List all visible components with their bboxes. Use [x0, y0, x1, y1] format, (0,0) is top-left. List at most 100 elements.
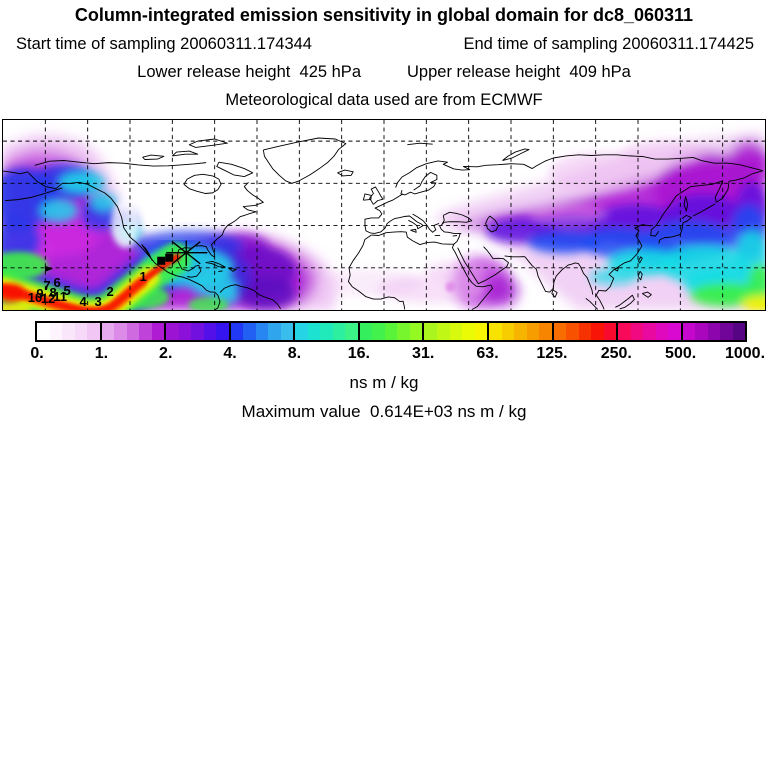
colorbar-cell	[74, 323, 88, 340]
track-time-label: 6	[53, 275, 60, 290]
colorbar-cell	[397, 323, 410, 340]
release-heights-row: Lower release height 425 hPa Upper relea…	[0, 63, 768, 82]
colorbar-cell	[695, 323, 708, 340]
colorbar-tick: 0.	[30, 345, 44, 362]
colorbar-cell	[320, 323, 333, 340]
colorbar-tick: 16.	[347, 345, 370, 362]
colorbar-cell	[99, 323, 115, 340]
colorbar-cell	[293, 323, 308, 340]
header: Column-integrated emission sensitivity i…	[0, 5, 768, 110]
colorbar-tick: 1000.	[724, 345, 766, 362]
colorbar-cell	[228, 323, 244, 340]
colorbar-cell	[720, 323, 733, 340]
colorbar-tick: 63.	[476, 345, 499, 362]
colorbar-cell	[307, 323, 321, 340]
colorbar-cell	[332, 323, 346, 340]
colorbar-cell	[409, 323, 423, 340]
colorbar-cell	[357, 323, 373, 340]
colorbar-cell	[551, 323, 567, 340]
colorbar-tick: 4.	[223, 345, 237, 362]
track-time-label: 7	[43, 278, 50, 293]
colorbar-cell	[501, 323, 515, 340]
colorbar-cell	[668, 323, 681, 340]
plot-title: Column-integrated emission sensitivity i…	[74, 5, 694, 25]
track-time-label: 1	[140, 269, 147, 284]
colorbar-cell	[603, 323, 617, 340]
colorbar-tick: 31.	[412, 345, 435, 362]
colorbar-cell	[578, 323, 592, 340]
colorbar-cell	[372, 323, 385, 340]
colorbar-unit-label: ns m / kg	[349, 373, 419, 392]
colorbar-cell	[655, 323, 669, 340]
map-panel: 1 2 3 4 5 6 7 8 9 10 11 12	[2, 119, 766, 311]
colorbar-tick: 8.	[287, 345, 302, 362]
colorbar-cell	[630, 323, 644, 340]
colorbar-cell	[436, 323, 450, 340]
track-time-label: 11	[53, 289, 67, 304]
coastlines	[3, 137, 764, 310]
colorbar-tick: 500.	[665, 345, 697, 362]
colorbar-cell	[191, 323, 204, 340]
graticule-gridlines	[3, 120, 765, 310]
release-star-icon	[171, 241, 201, 265]
colorbar-tick-labels: 0. 1. 2. 4. 8. 16. 31. 63. 125. 250. 500. 1000.	[0, 345, 768, 365]
colorbar-cell	[707, 323, 721, 340]
colorbar-tick: 125.	[536, 345, 568, 362]
track-time-label: 8	[49, 285, 56, 300]
colorbar-cell	[616, 323, 631, 340]
colorbar-cell	[87, 323, 100, 340]
colorbar-cell	[114, 323, 127, 340]
aircraft-position-square	[165, 253, 174, 262]
start-time-label: Start time of sampling 20060311.174344	[16, 35, 312, 53]
colorbar-tick: 1.	[94, 345, 109, 362]
track-time-label: 4	[79, 294, 87, 309]
colorbar-cell	[345, 323, 358, 340]
colorbar-cell	[243, 323, 256, 340]
upper-release-label: Upper release height 409 hPa	[407, 63, 631, 81]
plume-field	[3, 132, 765, 310]
colorbar-tick: 250.	[600, 345, 632, 362]
colorbar-cell	[474, 323, 488, 340]
aircraft-position-square	[157, 256, 166, 265]
colorbar-cell	[514, 323, 527, 340]
colorbar-cell	[280, 323, 294, 340]
colorbar-cell	[566, 323, 579, 340]
track-time-label: 9	[36, 286, 43, 301]
colorbar-cell	[422, 323, 437, 340]
track-time-label: 2	[107, 284, 114, 299]
met-source-label: Meteorological data used are from ECMWF	[225, 91, 543, 109]
track-time-label: 3	[95, 294, 102, 309]
colorbar-cell	[680, 323, 696, 340]
lower-release-label: Lower release height 425 hPa	[137, 63, 361, 81]
colorbar-cell	[643, 323, 656, 340]
colorbar-cell	[462, 323, 475, 340]
colorbar-cell	[126, 323, 140, 340]
track-time-label: 12	[41, 291, 55, 306]
colorbar-cell	[539, 323, 552, 340]
colorbar-cell	[164, 323, 179, 340]
colorbar-cell	[255, 323, 269, 340]
colorbar-cell	[591, 323, 604, 340]
colorbar-cell	[384, 323, 398, 340]
colorbar-cell	[139, 323, 152, 340]
colorbar-cell	[203, 323, 217, 340]
track-time-label: 5	[63, 283, 70, 298]
colorbar-cell	[526, 323, 540, 340]
colorbar-cell	[487, 323, 502, 340]
colorbar-cell	[62, 323, 75, 340]
colorbar-cell	[216, 323, 229, 340]
track-time-label: 10	[28, 290, 42, 305]
colorbar-cell	[37, 323, 50, 340]
sampling-times-row: Start time of sampling 20060311.174344 E…	[0, 35, 768, 54]
colorbar-cell	[151, 323, 165, 340]
colorbar-cell	[449, 323, 463, 340]
track-arrow-icon	[45, 265, 54, 272]
colorbar	[35, 321, 747, 342]
colorbar-cell	[732, 323, 746, 340]
max-value-label: Maximum value 0.614E+03 ns m / kg	[241, 402, 527, 421]
colorbar-cell	[178, 323, 192, 340]
end-time-label: End time of sampling 20060311.174425	[463, 35, 755, 53]
